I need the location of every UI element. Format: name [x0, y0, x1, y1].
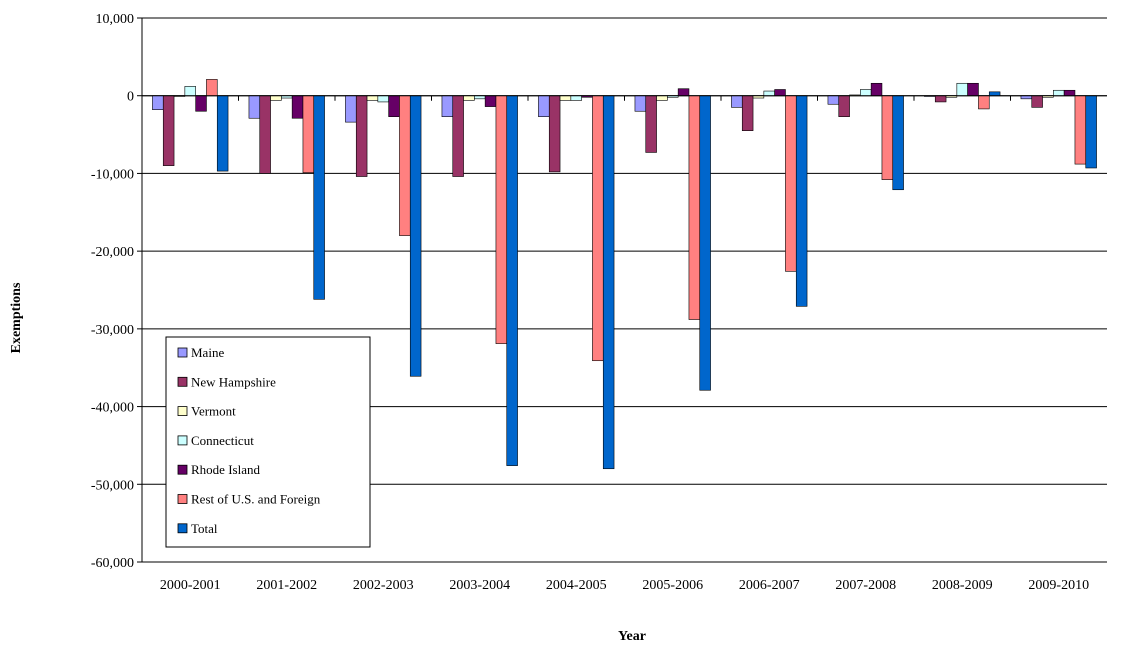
bar	[409, 95, 422, 377]
bar	[559, 95, 572, 101]
bar	[763, 90, 775, 97]
bar	[463, 95, 475, 101]
bar	[302, 95, 315, 173]
x-tick-label: 2008-2009	[932, 578, 993, 593]
bar	[388, 95, 400, 117]
bar	[1074, 95, 1087, 165]
bar	[956, 82, 968, 97]
legend-swatch	[177, 523, 188, 534]
bar	[741, 95, 754, 131]
bar	[827, 95, 840, 105]
legend-label: Rhode Island	[191, 462, 260, 477]
bar	[785, 95, 797, 272]
bar	[506, 95, 518, 466]
legend-swatch	[177, 464, 188, 475]
bar	[978, 95, 990, 110]
bar	[162, 95, 175, 166]
bar	[484, 95, 497, 107]
y-tick-label: -20,000	[91, 245, 134, 260]
x-axis-title: Year	[618, 629, 646, 644]
bar	[774, 89, 786, 97]
bar	[656, 95, 668, 101]
y-tick-label: -40,000	[91, 401, 134, 416]
bar	[248, 95, 261, 119]
bar	[634, 95, 647, 112]
x-tick-label: 2005-2006	[642, 578, 703, 593]
legend: Maine New Hampshire Vermont Connecticut Rhod…	[165, 336, 371, 548]
bar	[366, 95, 379, 101]
bar	[399, 95, 411, 236]
x-tick-label: 2007-2008	[835, 578, 896, 593]
bar	[313, 95, 325, 300]
bar	[441, 95, 454, 117]
bar	[548, 95, 561, 173]
legend-swatch	[177, 376, 188, 387]
tick-labels: 10,000 0 -10,000 -20,000 -30,000 -40,000 -50,0…	[91, 12, 1089, 593]
legend-swatch	[177, 435, 188, 446]
bar	[1085, 95, 1097, 169]
bar	[870, 82, 883, 97]
x-tick-label: 2003-2004	[449, 578, 510, 593]
legend-swatch	[177, 406, 188, 417]
bar	[1053, 89, 1065, 97]
legend-label: Rest of U.S. and Foreign	[191, 492, 321, 507]
y-tick-label: 10,000	[96, 12, 135, 27]
bar	[355, 95, 368, 177]
legend-label: Maine	[191, 345, 224, 360]
y-axis-title: Exemptions	[9, 282, 24, 353]
legend-label: Vermont	[191, 404, 236, 419]
x-tick-label: 2009-2010	[1028, 578, 1089, 593]
bar	[206, 79, 218, 97]
bar	[570, 95, 582, 101]
bar	[677, 88, 690, 97]
bar	[291, 95, 304, 119]
bar	[860, 89, 872, 97]
bar	[270, 95, 282, 101]
bar	[892, 95, 904, 191]
bar	[838, 95, 850, 117]
legend-label: Connecticut	[191, 433, 254, 448]
bar	[881, 95, 894, 180]
bar	[967, 82, 979, 97]
x-tick-label: 2006-2007	[739, 578, 800, 593]
bar	[452, 95, 464, 177]
bar	[934, 95, 947, 103]
x-tick-label: 2004-2005	[546, 578, 607, 593]
bar	[184, 86, 196, 97]
x-tick-label: 2002-2003	[353, 578, 414, 593]
bar	[216, 95, 229, 172]
legend-box	[165, 336, 371, 548]
legend-label: New Hampshire	[191, 374, 276, 389]
bar	[152, 95, 164, 110]
legend-label: Total	[191, 521, 218, 536]
bar	[988, 91, 1001, 97]
bar	[1031, 95, 1043, 108]
y-tick-label: 0	[127, 90, 134, 105]
bar	[1063, 89, 1076, 97]
bar	[538, 95, 550, 117]
legend-swatch	[177, 494, 188, 504]
legend-swatch	[177, 347, 188, 358]
bar	[699, 95, 711, 391]
bar	[345, 95, 357, 123]
bar	[195, 95, 207, 112]
y-tick-label: -10,000	[91, 167, 134, 182]
bar	[688, 95, 701, 320]
y-tick-label: -60,000	[91, 556, 134, 571]
y-tick-label: -30,000	[91, 323, 134, 338]
x-tick-label: 2000-2001	[160, 578, 221, 593]
x-tick-label: 2001-2002	[256, 578, 317, 593]
bar	[259, 95, 271, 174]
bar	[795, 95, 808, 307]
bar	[377, 95, 389, 103]
bar	[645, 95, 657, 153]
bar	[731, 95, 743, 108]
bar	[495, 95, 508, 344]
bar	[592, 95, 604, 362]
bar	[602, 95, 615, 470]
y-tick-label: -50,000	[91, 478, 134, 493]
